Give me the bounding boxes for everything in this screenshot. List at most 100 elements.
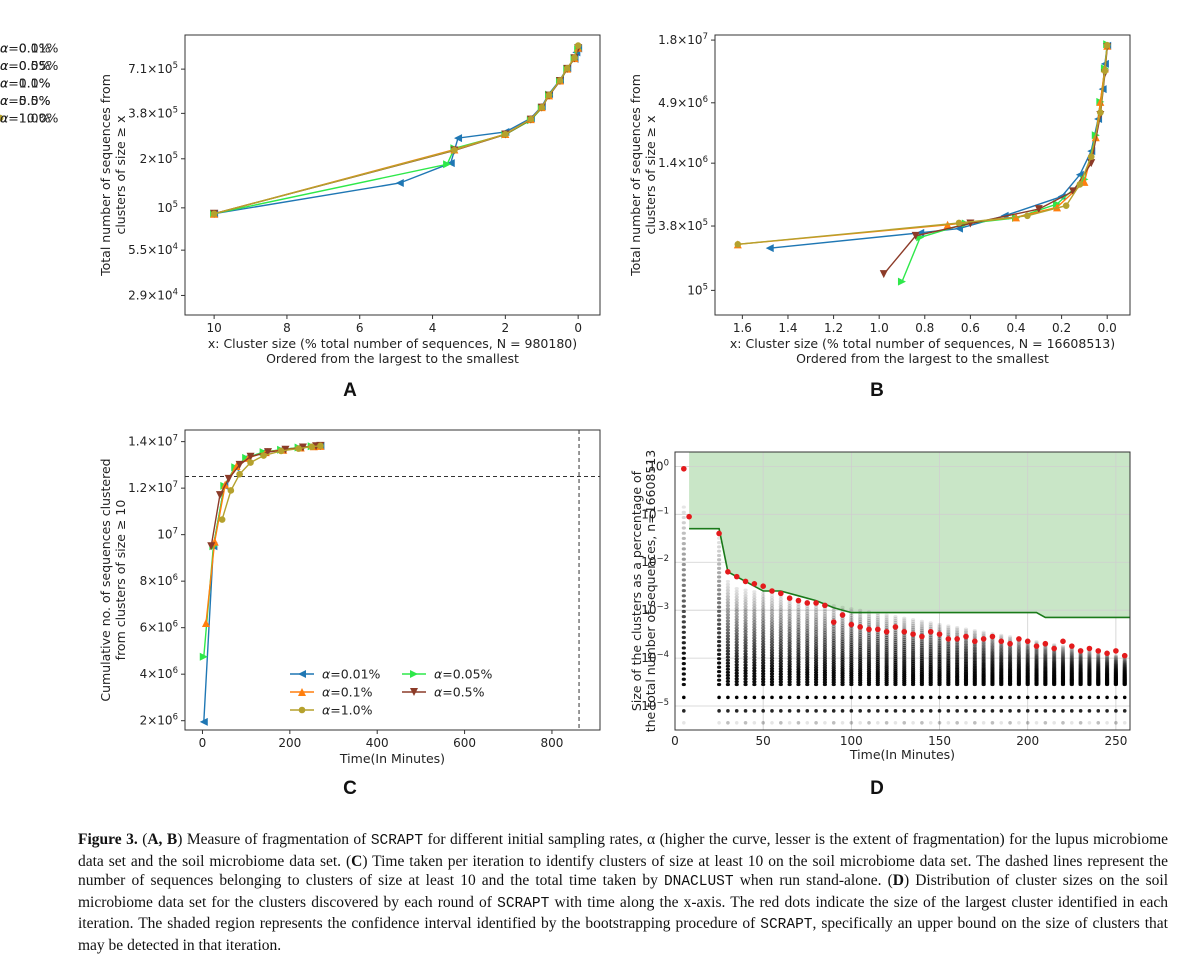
data-point: [1101, 67, 1109, 75]
cluster-size-point: [813, 651, 819, 655]
cluster-size-point: [1060, 653, 1066, 657]
cluster-size-point: [1113, 655, 1118, 659]
cluster-size-point: [716, 583, 722, 588]
cluster-size-point: [831, 659, 836, 663]
cluster-size-point: [1016, 653, 1021, 657]
cluster-size-point: [761, 621, 766, 625]
cluster-size-point: [778, 636, 783, 640]
cluster-size-point: [1069, 661, 1074, 665]
cluster-size-point: [1007, 654, 1013, 659]
cluster-size-point: [990, 647, 995, 651]
legend-label: α=0.05%: [0, 58, 59, 73]
cluster-size-point: [1104, 661, 1110, 665]
largest-cluster-dot: [733, 573, 740, 580]
cluster-size-point: [743, 605, 748, 609]
cluster-size-point: [884, 617, 889, 621]
caption-text: for different initial sampling rates, α …: [78, 831, 1169, 870]
cluster-size-point: [734, 651, 739, 656]
cluster-size-point: [928, 637, 933, 641]
cluster-size-point: [928, 639, 933, 643]
cluster-size-point: [955, 625, 960, 630]
cluster-size-point: [876, 721, 880, 725]
cluster-size-point: [716, 648, 722, 652]
cluster-size-point: [1096, 654, 1101, 658]
cluster-size-point: [1113, 658, 1118, 662]
cluster-size-point: [1070, 709, 1074, 713]
cluster-size-point: [893, 621, 898, 625]
cluster-size-point: [681, 526, 686, 530]
cluster-size-point: [893, 632, 898, 637]
cluster-size-point: [955, 642, 960, 646]
cluster-size-point: [778, 659, 783, 663]
cluster-size-point: [990, 653, 995, 657]
largest-cluster-dot: [1024, 638, 1031, 645]
y-tick-label: 1.4×107: [128, 434, 178, 449]
cluster-size-point: [1096, 664, 1101, 668]
cluster-size-point: [761, 629, 766, 633]
cluster-size-point: [902, 620, 907, 624]
legend-label: α=1.0%: [0, 76, 51, 91]
cluster-size-point: [1078, 695, 1083, 700]
cluster-size-point: [752, 677, 757, 681]
cluster-size-point: [893, 631, 898, 635]
cluster-size-point: [884, 635, 889, 640]
cluster-size-point: [752, 617, 757, 621]
cluster-size-point: [822, 666, 828, 670]
cluster-size-point: [831, 634, 836, 638]
cluster-size-point: [911, 709, 915, 713]
cluster-size-point: [893, 695, 898, 700]
cluster-size-point: [681, 515, 686, 520]
cluster-size-point: [1122, 661, 1127, 665]
cluster-size-point: [743, 674, 748, 678]
data-point: [454, 134, 463, 143]
cluster-size-point: [999, 648, 1004, 652]
cluster-size-point: [1034, 653, 1039, 658]
cluster-size-point: [884, 721, 889, 725]
cluster-size-point: [1104, 662, 1110, 666]
cluster-size-point: [963, 648, 969, 652]
cluster-size-point: [1016, 651, 1021, 655]
panel-c: 0 200 400 600 800 1.4×107 1.2×107 107 8×106 6×106…: [0, 0, 601, 780]
cluster-size-point: [787, 601, 792, 605]
cluster-size-point: [920, 709, 924, 713]
cluster-size-point: [1025, 646, 1030, 650]
cluster-size-point: [769, 595, 775, 600]
cluster-size-point: [805, 655, 810, 660]
cluster-size-point: [725, 670, 731, 674]
y-tick-label: 107: [157, 527, 178, 542]
data-point: [247, 459, 254, 466]
cluster-size-point: [778, 656, 783, 661]
cluster-size-point: [769, 638, 775, 642]
data-point: [1087, 153, 1095, 161]
legend-label: α=0.1%: [322, 685, 373, 700]
cluster-size-point: [813, 663, 819, 667]
cluster-size-point: [813, 637, 819, 641]
x-tick-label: 8: [283, 321, 291, 335]
cluster-size-point: [805, 621, 810, 625]
cluster-size-point: [769, 682, 775, 687]
cluster-size-point: [1034, 657, 1039, 661]
largest-cluster-dot: [760, 583, 766, 590]
largest-cluster-dot: [1042, 640, 1049, 647]
cluster-size-point: [1096, 659, 1101, 663]
cluster-size-point: [725, 604, 731, 608]
cluster-size-point: [761, 639, 766, 644]
cluster-size-point: [761, 664, 766, 668]
cluster-size-point: [778, 646, 783, 650]
cluster-size-point: [787, 672, 792, 676]
cluster-size-point: [849, 651, 854, 655]
cluster-size-point: [1052, 709, 1056, 713]
y-axis-label: Total number of sequences from: [98, 74, 113, 277]
cluster-size-point: [1043, 695, 1048, 700]
cluster-size-point: [866, 640, 872, 644]
cluster-size-point: [682, 695, 686, 700]
panel-label-b: B: [870, 380, 884, 401]
data-point: [451, 146, 458, 154]
y-axis-label: Size of the clusters as a percentage of: [629, 470, 644, 711]
cluster-size-point: [761, 626, 766, 630]
cluster-size-point: [1096, 695, 1101, 700]
cluster-size-point: [796, 642, 801, 647]
cluster-size-point: [805, 641, 810, 645]
cluster-size-point: [822, 630, 828, 635]
cluster-size-point: [787, 629, 792, 633]
